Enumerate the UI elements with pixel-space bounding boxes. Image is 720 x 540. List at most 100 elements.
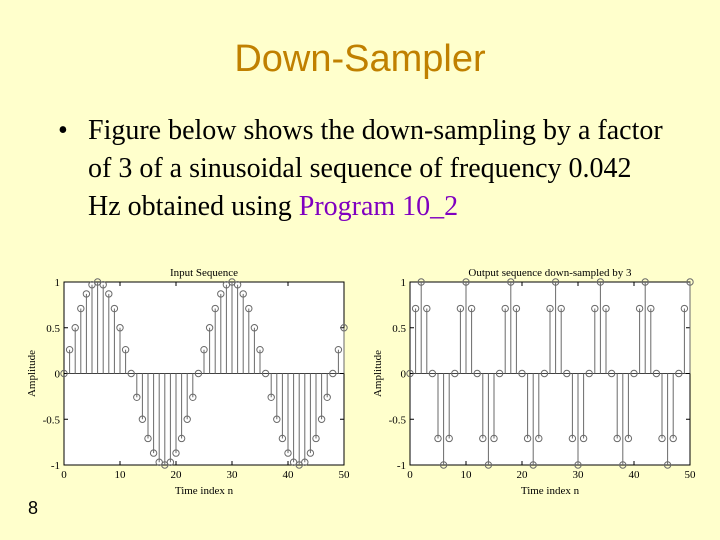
stem-marker [334, 346, 343, 354]
x-tick-label: 20 [517, 469, 529, 481]
stem-marker [484, 461, 493, 469]
stem-marker [658, 434, 666, 443]
stem-marker [647, 304, 655, 313]
stem-marker [540, 369, 549, 378]
output-sequence-chart: Output sequence down-sampled by 30 10 20 30… [372, 267, 697, 497]
stem-marker [663, 461, 672, 469]
stem-marker [99, 281, 107, 289]
stem-marker [138, 415, 147, 423]
stem-marker [284, 449, 292, 457]
stem-marker [261, 369, 270, 378]
stem-marker [635, 304, 644, 313]
stem-marker [105, 290, 113, 298]
y-tick-label: 0.5 [46, 323, 60, 335]
stem-marker [439, 461, 448, 469]
stem-marker [467, 304, 476, 313]
stem-marker [568, 434, 577, 443]
stem-marker [563, 369, 571, 378]
stem-marker [591, 304, 599, 313]
stem-marker [149, 449, 158, 457]
stem-marker [116, 324, 124, 332]
stem-marker [479, 434, 487, 443]
stem-marker [585, 369, 593, 378]
chart-title: Input Sequence [170, 267, 238, 279]
stem-marker [65, 346, 74, 354]
x-axis-label: Time index n [175, 485, 234, 497]
stem-marker [317, 415, 326, 423]
stem-marker [490, 434, 498, 443]
stem-marker [613, 434, 621, 443]
y-tick-label: 0 [401, 369, 407, 381]
chart-title: Output sequence down-sampled by 3 [468, 267, 632, 279]
bullet-text: Figure below shows the down-sampling by … [88, 115, 663, 222]
x-tick-label: 20 [171, 469, 183, 481]
stem-marker [256, 346, 264, 354]
y-axis-label: Amplitude [26, 350, 38, 397]
stem-marker [529, 461, 537, 469]
x-tick-label: 30 [227, 469, 239, 481]
stem-marker [652, 369, 661, 378]
stem-marker [456, 304, 465, 313]
y-tick-label: 1 [401, 277, 407, 289]
stem-marker [273, 415, 281, 423]
stem-marker [546, 304, 554, 313]
stem-marker [278, 434, 287, 443]
y-tick-label: -0.5 [43, 414, 61, 426]
slide-title: Down-Sampler [234, 38, 486, 80]
input-sequence-chart: Input Sequence 0 10 20 30 40 50 -1 -0.5 0 0.5 1 Time… [26, 267, 351, 497]
stem-marker [200, 346, 208, 354]
x-tick-label: 0 [407, 469, 413, 481]
stem-marker [535, 434, 543, 443]
y-tick-label: 1 [55, 277, 61, 289]
stem-marker [624, 434, 633, 443]
y-axis-label: Amplitude [372, 350, 384, 397]
stem-marker [211, 304, 219, 313]
stem-marker [579, 434, 588, 443]
stem-marker [501, 304, 509, 313]
stem-marker [417, 278, 425, 286]
stem-marker [110, 304, 119, 313]
stem-marker [60, 369, 68, 378]
x-tick-label: 0 [61, 469, 67, 481]
bullet-paragraph: • Figure below shows the down-sampling b… [58, 112, 668, 226]
x-tick-label: 30 [573, 469, 585, 481]
stem-marker [329, 369, 337, 378]
y-tick-label: -0.5 [389, 414, 407, 426]
stem-marker [77, 304, 85, 313]
stem-marker [183, 415, 191, 423]
slide-number: 8 [28, 498, 39, 518]
stem-marker [462, 278, 470, 286]
stem-marker [473, 369, 481, 378]
stem-marker [121, 346, 130, 354]
stem-marker [323, 393, 331, 401]
stem-marker [194, 369, 203, 378]
stem-marker [507, 278, 515, 286]
x-tick-label: 40 [629, 469, 641, 481]
stem-marker [239, 290, 247, 298]
stem-marker [686, 278, 694, 286]
stem-marker [267, 393, 275, 401]
stem-marker [669, 434, 677, 443]
stem-marker [518, 369, 526, 378]
stem-marker [406, 369, 414, 378]
bullet-marker: • [58, 115, 68, 146]
stem-marker [312, 434, 320, 443]
x-axis-label: Time index n [521, 485, 580, 497]
stem-marker [423, 304, 431, 313]
stem-marker [675, 369, 683, 378]
stem-marker [512, 304, 521, 313]
stem-marker [445, 434, 453, 443]
stem-marker [250, 324, 259, 332]
stem-marker [428, 369, 437, 378]
y-tick-label: 0.5 [392, 323, 406, 335]
x-tick-label: 50 [339, 469, 351, 481]
x-tick-label: 40 [283, 469, 295, 481]
stem-marker [144, 434, 152, 443]
y-tick-label: -1 [51, 460, 60, 472]
program-link[interactable]: Program 10_2 [298, 191, 459, 222]
stem-marker [340, 324, 348, 332]
stem-marker [172, 449, 180, 457]
x-tick-label: 50 [685, 469, 697, 481]
x-tick-label: 10 [461, 469, 473, 481]
stem-marker [133, 393, 141, 401]
